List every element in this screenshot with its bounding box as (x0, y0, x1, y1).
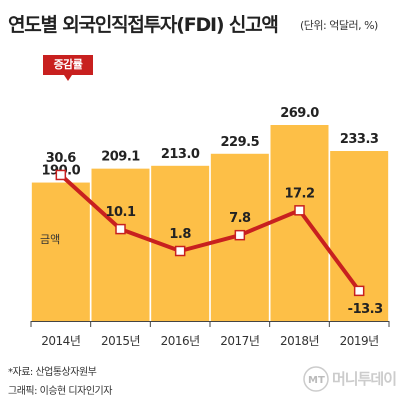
chart-title: 연도별 외국인직접투자(FDI) 신고액 (8, 14, 279, 36)
rate-marker (115, 223, 126, 235)
graphic-credit: 그래픽: 이승현 디자인기자 (8, 386, 112, 397)
amount-value-label: 269.0 (280, 106, 319, 121)
x-tick-label: 2018년 (280, 334, 319, 348)
rate-marker (294, 205, 305, 216)
amount-bar (91, 168, 150, 321)
rate-value-label: 10.1 (105, 205, 136, 220)
svg-text:MT: MT (308, 375, 325, 386)
amount-value-label: 229.5 (221, 135, 260, 150)
rate-value-label: 30.6 (46, 151, 77, 166)
rate-legend-badge: 증감률 (43, 55, 93, 75)
amount-value-label: 213.0 (161, 147, 200, 162)
amount-legend-label: 금액 (40, 233, 60, 246)
amount-bar (31, 182, 90, 321)
rate-marker (234, 229, 246, 241)
rate-value-label: 7.8 (229, 211, 251, 226)
rate-value-label: -13.3 (348, 302, 383, 317)
rate-value-label: 1.8 (169, 227, 191, 242)
rate-marker (174, 245, 186, 257)
rate-marker (55, 169, 67, 181)
x-tick-label: 2014년 (41, 334, 80, 348)
rate-marker (353, 285, 365, 297)
moneytoday-logo: MT 머니투데이 (303, 366, 397, 392)
rate-line (59, 173, 361, 293)
rate-value-label: 17.2 (284, 186, 314, 201)
x-tick-label: 2016년 (161, 334, 200, 348)
rate-legend-pointer (64, 75, 72, 81)
amount-value-label: 233.3 (340, 132, 379, 147)
amount-value-label: 209.1 (101, 150, 140, 165)
amount-bar (270, 125, 329, 321)
source-note: *자료: 산업통상자원부 (8, 367, 97, 378)
x-tick-label: 2017년 (220, 334, 259, 348)
x-tick-label: 2019년 (340, 334, 379, 348)
svg-text:머니투데이: 머니투데이 (332, 370, 396, 388)
x-tick-label: 2015년 (101, 334, 140, 348)
unit-label: (단위: 억달러, %) (300, 19, 378, 32)
